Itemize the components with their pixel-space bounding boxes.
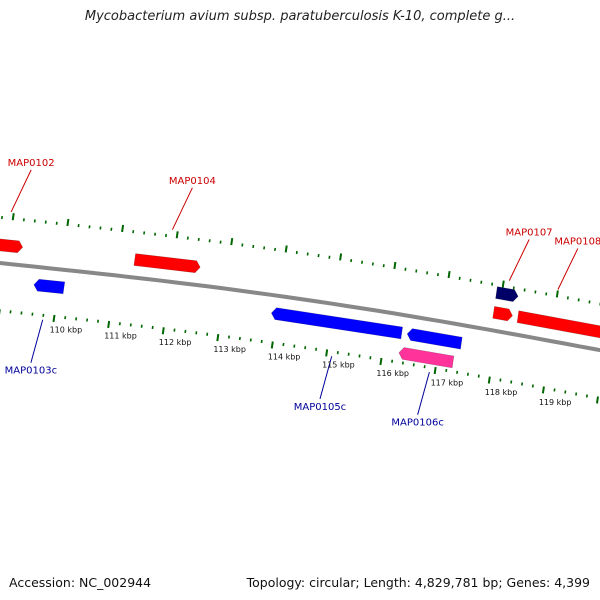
scale-label: 112 kbp	[159, 338, 192, 347]
gene-arrow-map0107[interactable]	[495, 286, 519, 302]
gene-arrow-map0108[interactable]	[516, 310, 600, 339]
scale-tick	[379, 357, 383, 366]
scale-tick	[161, 327, 165, 335]
scale-label: 119 kbp	[539, 398, 572, 407]
scale-label: 111 kbp	[104, 331, 137, 340]
gene-arrow-map0107b[interactable]	[492, 306, 513, 322]
scale-label: 114 kbp	[268, 352, 301, 361]
scale-tick	[433, 366, 437, 375]
label-leader-line	[557, 248, 579, 290]
scale-tick	[339, 253, 343, 261]
gene-label-map0104[interactable]: MAP0104	[169, 176, 216, 187]
scale-tick	[595, 396, 599, 404]
label-leader-line	[30, 319, 44, 363]
scale-tick	[447, 270, 451, 279]
scale-label: 113 kbp	[213, 345, 246, 354]
scale-tick	[230, 237, 234, 246]
scale-tick	[52, 314, 56, 323]
label-leader-line	[508, 239, 530, 281]
scale-tick	[284, 245, 288, 253]
gene-arrow-map0103c[interactable]	[33, 278, 66, 295]
scale-tick	[216, 333, 220, 342]
gene-label-map0107[interactable]: MAP0107	[506, 228, 553, 239]
genome-summary-text: Topology: circular; Length: 4,829,781 bp…	[246, 575, 590, 590]
gene-label-map0102[interactable]: MAP0102	[8, 158, 55, 169]
gene-label-map0108[interactable]: MAP0108	[554, 236, 600, 247]
scale-label: 116 kbp	[376, 369, 409, 378]
outer-tick-ring	[0, 213, 600, 306]
gene-arrow-map0104[interactable]	[133, 253, 201, 274]
gene-arrow-map0106c_pink[interactable]	[398, 347, 455, 369]
label-leader-line	[319, 356, 333, 400]
scale-label: 110 kbp	[50, 325, 83, 334]
genome-backbone	[0, 261, 600, 353]
scale-label: 115 kbp	[322, 360, 355, 369]
scale-label: 118 kbp	[485, 388, 518, 397]
map-title: Mycobacterium avium subsp. paratuberculo…	[84, 9, 516, 24]
gene-label-map0103c[interactable]: MAP0103c	[5, 366, 57, 377]
scale-tick	[325, 349, 329, 357]
label-leader-line	[417, 371, 430, 415]
gene-label-map0106c[interactable]: MAP0106c	[391, 418, 443, 429]
scale-tick	[501, 280, 505, 288]
gene-arrow-map0106c[interactable]	[406, 328, 463, 350]
scale-label: 117 kbp	[431, 378, 464, 387]
scale-labels: 110 kbp 111 kbp 112 kbp 113 kbp 114 kbp 115 k…	[50, 325, 572, 406]
scale-tick	[11, 213, 15, 221]
scale-tick	[270, 341, 274, 349]
gene-arrow-map0102[interactable]	[0, 238, 24, 254]
scale-tick	[175, 231, 179, 239]
inner-tick-ring	[0, 309, 599, 404]
scale-tick	[541, 386, 545, 394]
scale-tick	[107, 320, 111, 329]
scale-tick	[66, 218, 70, 227]
label-leader-line	[10, 169, 32, 213]
scale-tick	[121, 224, 125, 233]
scale-tick	[393, 261, 397, 270]
gene-arrow-map0105c[interactable]	[271, 307, 403, 340]
scale-tick	[487, 376, 491, 384]
gene-label-map0105c[interactable]: MAP0105c	[294, 402, 346, 413]
label-leader-line	[171, 187, 193, 230]
accession-text: Accession: NC_002944	[9, 575, 152, 590]
gene-features[interactable]	[0, 238, 600, 369]
scale-tick	[555, 290, 559, 298]
